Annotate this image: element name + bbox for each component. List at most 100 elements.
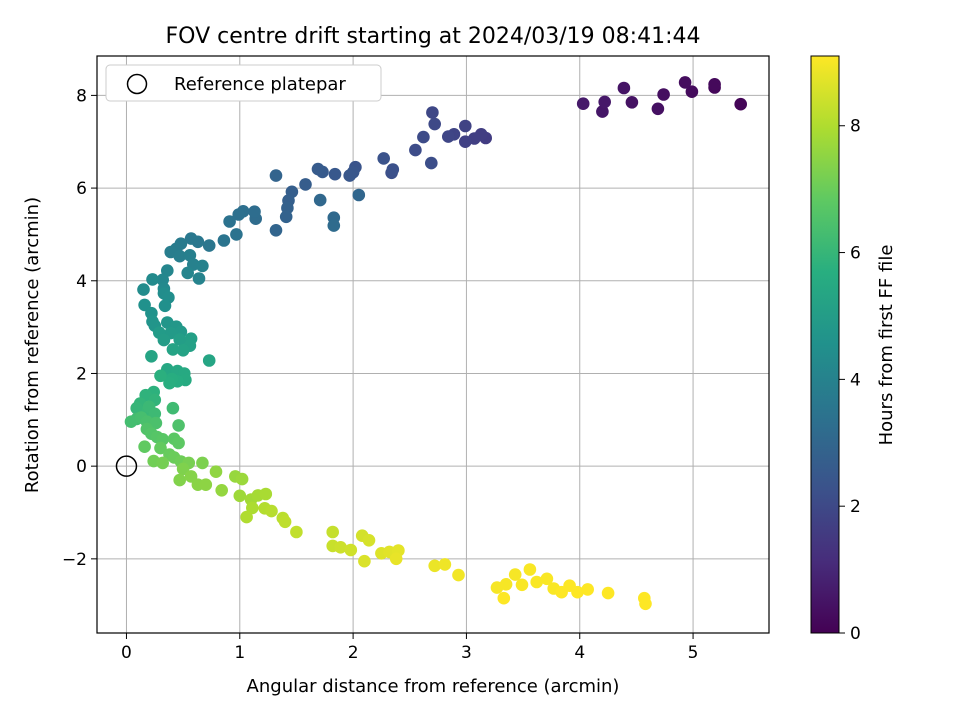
- colorbar-label: Hours from first FF file: [876, 245, 897, 446]
- x-axis-label: Angular distance from reference (arcmin): [247, 676, 620, 697]
- scatter-point: [425, 156, 438, 170]
- scatter-point: [299, 178, 312, 191]
- y-axis-ticks: −2 0 2 4 6 8: [62, 86, 97, 570]
- scatter-point: [248, 205, 261, 218]
- scatter-point: [386, 163, 400, 176]
- scatter-point: [540, 572, 554, 586]
- scatter-point: [184, 232, 198, 245]
- scatter-point: [269, 169, 283, 182]
- scatter-point: [138, 298, 151, 312]
- scatter-point: [158, 299, 172, 313]
- scatter-point: [259, 487, 273, 501]
- scatter-point: [576, 97, 590, 110]
- colorbar-tick-label: 4: [850, 370, 861, 390]
- y-tick-label: 6: [76, 179, 87, 199]
- scatter-point: [184, 470, 198, 483]
- scatter-point: [154, 441, 167, 455]
- scatter-point: [657, 88, 670, 101]
- colorbar-tick-label: 6: [850, 244, 861, 264]
- scatter-point: [343, 169, 357, 182]
- y-axis-label: Rotation from reference (arcmin): [22, 197, 43, 493]
- scatter-point: [685, 85, 699, 98]
- scatter-point: [240, 510, 253, 524]
- scatter-point: [596, 105, 609, 118]
- scatter-point: [154, 369, 167, 383]
- scatter-point: [459, 119, 472, 133]
- scatter-point: [334, 541, 347, 554]
- scatter-point: [233, 489, 247, 503]
- scatter-point: [279, 210, 293, 224]
- scatter-point: [196, 259, 209, 273]
- data-points: [124, 76, 747, 611]
- scatter-point: [508, 568, 522, 581]
- scatter-point: [149, 416, 163, 430]
- scatter-point: [145, 350, 158, 363]
- scatter-point: [428, 559, 442, 573]
- scatter-point: [409, 143, 422, 157]
- scatter-point: [389, 552, 403, 566]
- colorbar-tick-label: 2: [850, 497, 861, 517]
- scatter-point: [497, 591, 511, 605]
- grid-lines: [97, 56, 769, 633]
- x-tick-label: 2: [348, 643, 359, 663]
- legend: Reference platepar: [105, 64, 382, 102]
- scatter-point: [138, 440, 151, 454]
- scatter-point: [290, 525, 303, 539]
- scatter-point: [146, 273, 159, 286]
- y-tick-label: 8: [76, 86, 87, 106]
- scatter-point: [246, 501, 259, 515]
- scatter-point: [327, 219, 341, 232]
- scatter-point: [230, 228, 243, 241]
- scatter-point: [358, 554, 371, 568]
- scatter-point: [157, 333, 171, 347]
- scatter-point: [269, 224, 283, 237]
- reference-platepar-marker: [115, 455, 138, 477]
- scatter-point: [172, 419, 185, 432]
- scatter-point: [459, 135, 472, 148]
- y-tick-label: 4: [76, 272, 87, 292]
- legend-box: [105, 64, 382, 102]
- scatter-point: [515, 578, 529, 592]
- scatter-point: [172, 436, 185, 450]
- scatter-point: [209, 465, 223, 479]
- scatter-point: [328, 167, 342, 181]
- scatter-point: [176, 344, 190, 357]
- colorbar-gradient: [810, 55, 840, 634]
- x-axis-ticks: 0 1 2 3 4 5: [121, 633, 698, 663]
- x-tick-label: 3: [461, 643, 472, 663]
- y-tick-label: 2: [76, 364, 87, 384]
- scatter-point: [202, 354, 216, 367]
- scatter-point: [377, 152, 391, 165]
- scatter-point: [166, 401, 180, 415]
- colorbar: 0 2 4 6 8 Hours from first FF file: [810, 55, 897, 644]
- scatter-point: [166, 343, 180, 356]
- scatter-point: [625, 96, 639, 109]
- scatter-point: [199, 478, 213, 492]
- colorbar-tick-label: 8: [850, 117, 861, 137]
- y-tick-label: −2: [62, 550, 87, 570]
- scatter-point: [192, 272, 206, 285]
- scatter-point: [181, 266, 194, 280]
- scatter-point: [148, 407, 162, 421]
- scatter-point: [417, 130, 430, 144]
- scatter-point: [313, 193, 327, 207]
- legend-marker-icon: [126, 73, 148, 95]
- scatter-point: [581, 583, 594, 596]
- scatter-point: [163, 376, 176, 390]
- scatter-point: [278, 515, 292, 529]
- scatter-point: [235, 472, 249, 486]
- scatter-point: [601, 586, 615, 600]
- scatter-point: [639, 597, 652, 611]
- scatter-point: [176, 462, 190, 476]
- legend-label: Reference platepar: [174, 74, 346, 95]
- x-tick-label: 1: [234, 643, 245, 663]
- scatter-point: [265, 504, 278, 518]
- x-tick-label: 0: [121, 643, 132, 663]
- scatter-point: [311, 162, 325, 176]
- scatter-point: [438, 558, 452, 571]
- plot-frame: [96, 55, 770, 634]
- y-tick-label: 0: [76, 457, 87, 477]
- scatter-point: [137, 283, 150, 296]
- scatter-point: [217, 234, 231, 247]
